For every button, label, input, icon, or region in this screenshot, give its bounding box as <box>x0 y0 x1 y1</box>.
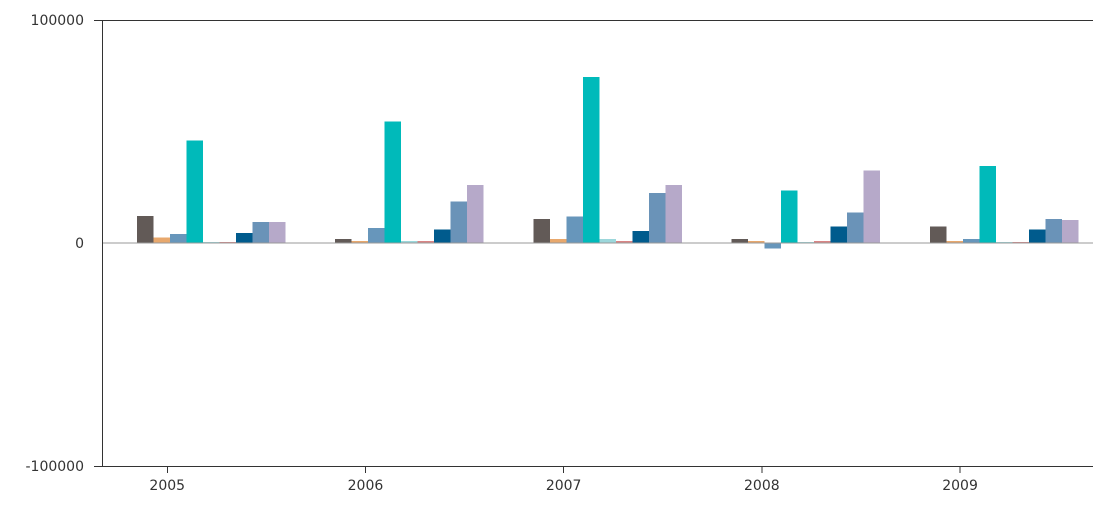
bar-2007-s5 <box>599 239 616 243</box>
bar-2007-s4 <box>582 76 600 244</box>
bar-2006-s5 <box>401 240 418 243</box>
bar-2006-s9 <box>467 185 484 243</box>
bar-2006-s2 <box>351 240 369 243</box>
bar-2008-s4 <box>781 190 798 243</box>
bars-layer <box>137 76 1079 249</box>
x-tick-label-2005: 2005 <box>149 478 185 494</box>
axes-layer <box>94 20 1093 473</box>
bar-2009-s3 <box>962 239 980 243</box>
bar-2009-s2 <box>946 240 963 243</box>
y-tick-label: 0 <box>75 236 84 252</box>
labels-layer: 100000 0 -100000 2005 2006 2007 2008 2009 <box>26 13 978 494</box>
bar-2009-s8 <box>1045 218 1062 243</box>
bar-2009-s7 <box>1028 229 1046 243</box>
bar-2005-s8 <box>252 221 269 243</box>
bar-2008-s7 <box>830 226 848 243</box>
bar-2006-s4 <box>384 121 402 243</box>
bar-2007-s3 <box>566 216 583 243</box>
bar-2008-s9 <box>863 170 881 243</box>
bar-2007-s1 <box>533 218 550 243</box>
bar-2007-s2 <box>549 239 567 243</box>
x-tick-label-2007: 2007 <box>546 478 582 494</box>
bar-2005-s2 <box>153 237 170 243</box>
x-tick-label-2008: 2008 <box>744 478 780 494</box>
bar-2009-s4 <box>979 166 996 243</box>
bar-2008-s2 <box>748 240 765 243</box>
bar-2007-s7 <box>632 231 649 243</box>
bar-2005-s3 <box>170 234 187 243</box>
bar-2007-s9 <box>665 185 682 243</box>
bar-2005-s1 <box>137 216 154 243</box>
x-tick-label-2006: 2006 <box>348 478 384 494</box>
bar-2005-s4 <box>186 140 203 243</box>
bar-2008-s3 <box>764 243 782 249</box>
bar-2006-s1 <box>335 239 352 243</box>
y-tick-label: 100000 <box>31 13 84 29</box>
bar-2009-s1 <box>929 226 947 243</box>
bar-2008-s1 <box>731 239 749 243</box>
bar-2006-s8 <box>450 201 468 243</box>
bar-2006-s7 <box>434 229 451 243</box>
bar-2007-s8 <box>648 192 666 243</box>
x-tick-label-2009: 2009 <box>942 478 978 494</box>
bar-2007-s6 <box>615 240 633 243</box>
bar-2009-s9 <box>1061 220 1079 243</box>
bar-2008-s8 <box>847 212 864 243</box>
bar-2005-s9 <box>269 221 286 243</box>
bar-2005-s7 <box>236 233 253 243</box>
bar-2008-s6 <box>814 240 831 243</box>
bar-2006-s3 <box>368 227 385 243</box>
y-tick-label: -100000 <box>26 459 85 475</box>
bar-2006-s6 <box>417 240 435 243</box>
